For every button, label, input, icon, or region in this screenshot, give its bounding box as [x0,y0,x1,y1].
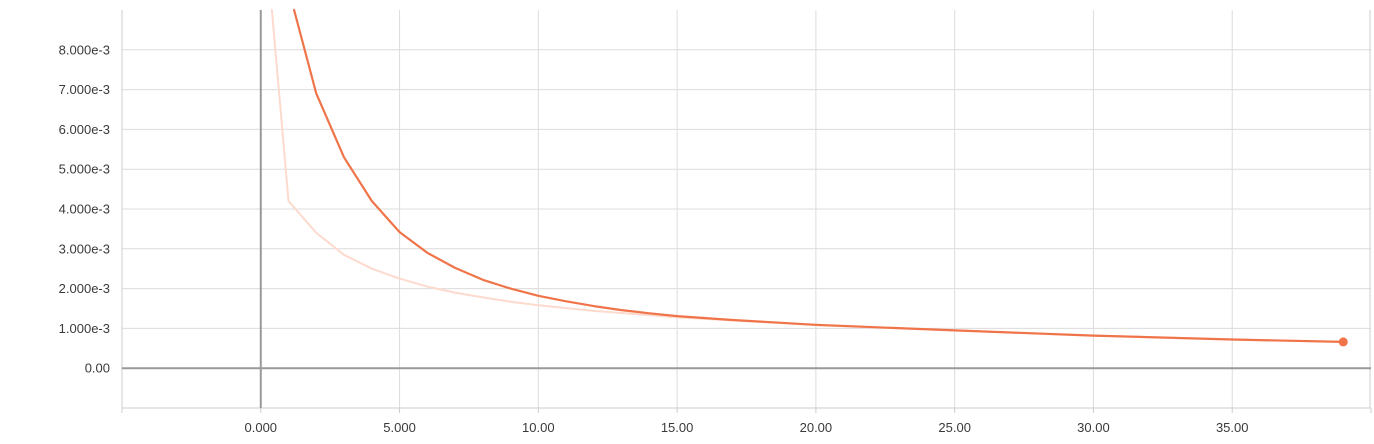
y-tick-label: 8.000e-3 [59,42,110,57]
y-axis-tick-labels: 0.00 1.000e-3 2.000e-3 3.000e-3 4.000e-3 5.00… [59,42,110,375]
y-tick-label: 3.000e-3 [59,241,110,256]
y-tick-label: 2.000e-3 [59,281,110,296]
x-tick-label: 30.00 [1077,420,1110,435]
last-point-marker [1338,337,1348,347]
y-tick-label: 7.000e-3 [59,82,110,97]
smoothed-series-line [293,8,1345,343]
y-tick-label: 0.00 [85,361,110,376]
x-tick-label: 25.00 [938,420,971,435]
x-axis-tick-labels: 0.000 5.000 10.00 15.00 20.00 25.00 30.00 35.00 [245,420,1249,435]
raw-series-line [270,9,1345,343]
x-tick-label: 10.00 [522,420,555,435]
x-tick-label: 35.00 [1216,420,1249,435]
y-tick-label: 6.000e-3 [59,122,110,137]
axes [121,10,1372,413]
x-tick-label: 5.000 [383,420,416,435]
series-lines [270,8,1348,347]
y-tick-label: 1.000e-3 [59,321,110,336]
x-tick-label: 15.00 [661,420,694,435]
x-tick-label: 0.000 [245,420,278,435]
y-tick-label: 5.000e-3 [59,162,110,177]
y-tick-label: 4.000e-3 [59,202,110,217]
grid [122,10,1371,408]
x-tick-label: 20.00 [800,420,833,435]
